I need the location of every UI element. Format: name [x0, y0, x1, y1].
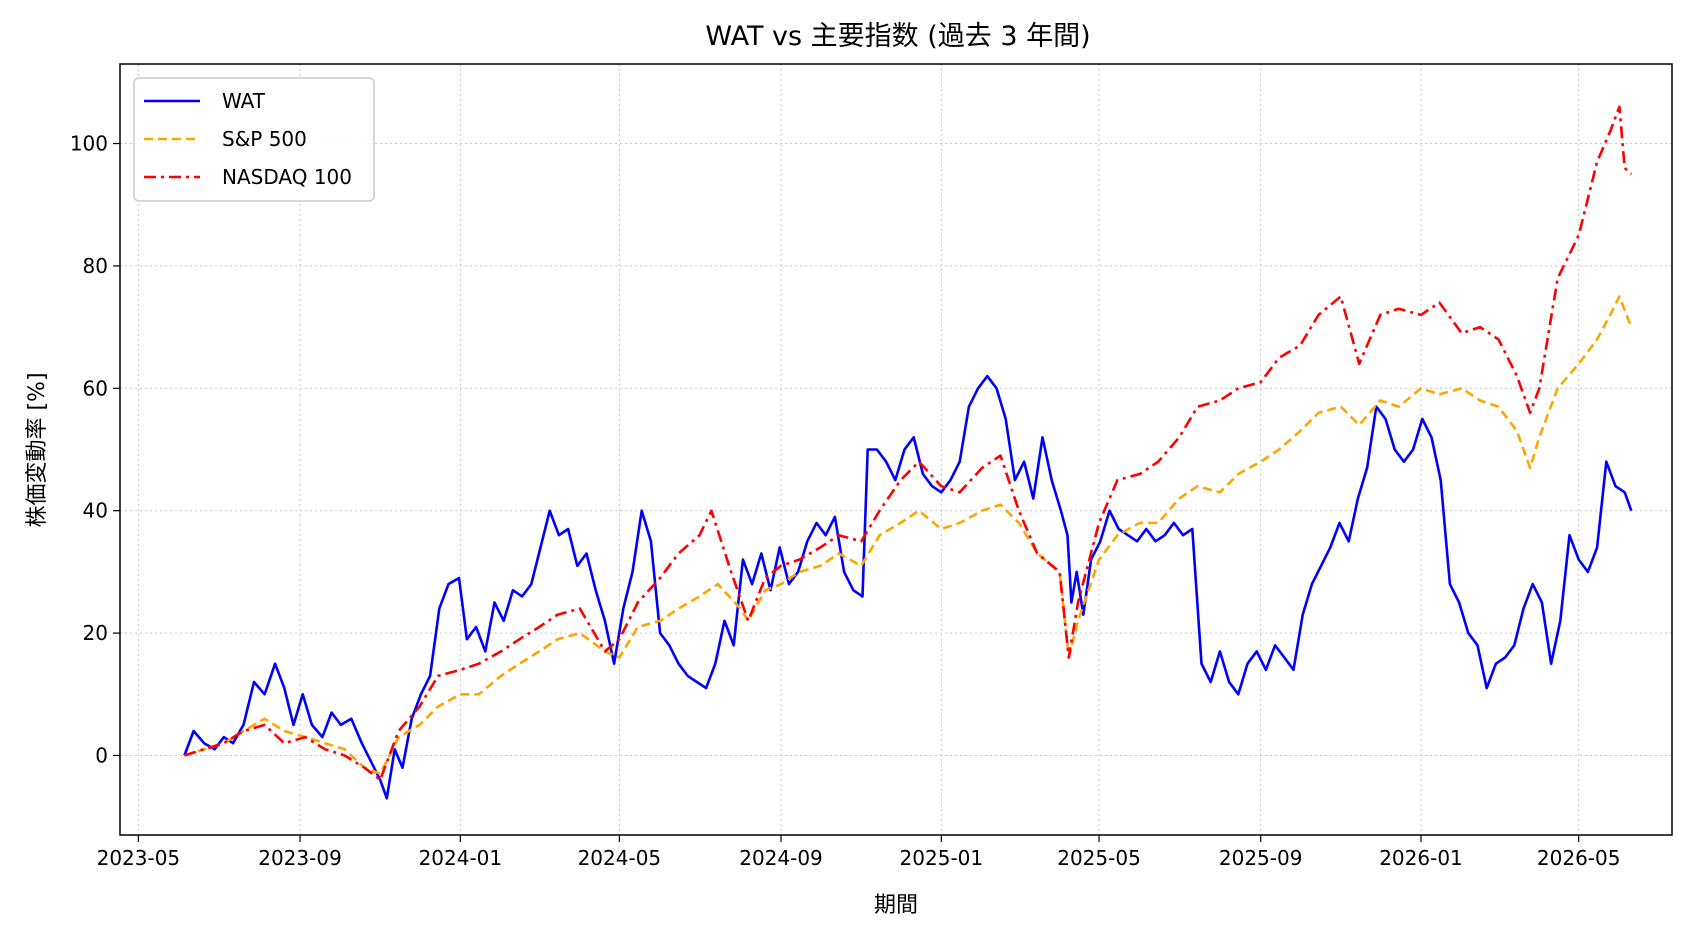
y-tick-label: 100: [70, 132, 108, 156]
y-tick-label: 60: [83, 376, 108, 400]
y-tick-label: 20: [83, 621, 108, 645]
legend-label-nasdaq-100: NASDAQ 100: [222, 165, 352, 189]
x-tick-label: 2024-01: [419, 846, 503, 870]
grid: [120, 64, 1672, 835]
chart-title: WAT vs 主要指数 (過去 3 年間): [705, 21, 1090, 52]
y-tick-label: 40: [83, 499, 108, 523]
x-tick-label: 2025-05: [1057, 846, 1141, 870]
legend-label-s-p-500: S&P 500: [222, 127, 307, 151]
x-axis-label: 期間: [874, 893, 918, 918]
series-line-wat: [183, 374, 1633, 800]
series-lines: [183, 105, 1633, 800]
y-tick-label: 0: [95, 743, 108, 767]
y-axis-label: 株価変動率 [%]: [25, 372, 50, 527]
x-tick-label: 2024-09: [739, 846, 823, 870]
legend-label-wat: WAT: [222, 89, 266, 113]
legend-box: [133, 77, 375, 202]
x-tick-label: 2023-05: [97, 846, 181, 870]
x-tick-label: 2026-01: [1379, 846, 1463, 870]
plot-frame: [119, 63, 1673, 836]
x-tick-label: 2024-05: [578, 846, 662, 870]
x-tick-label: 2025-01: [900, 846, 984, 870]
axis-ticks: 2023-05 2023-09 2024-01 2024-05 2024-09 2025-…: [70, 132, 1621, 870]
y-tick-label: 80: [83, 254, 108, 278]
x-tick-label: 2025-09: [1219, 846, 1303, 870]
x-tick-label: 2023-09: [258, 846, 342, 870]
x-tick-label: 2026-05: [1537, 846, 1621, 870]
series-line-nasdaq-100: [184, 105, 1633, 782]
legend: WAT S&P 500 NASDAQ 100: [133, 77, 375, 202]
